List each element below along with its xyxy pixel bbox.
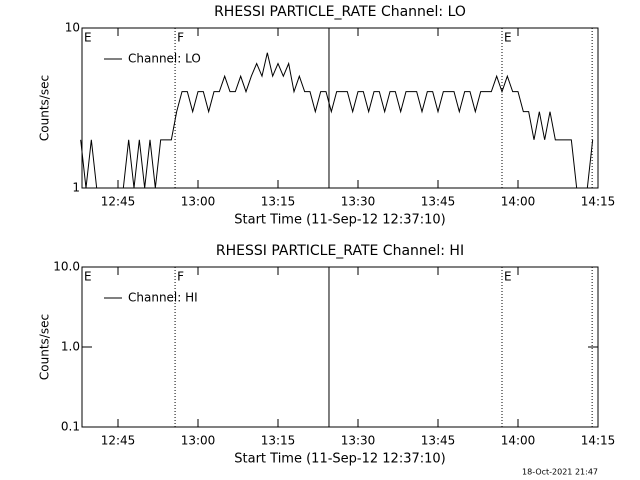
x-tick-label: 13:00 <box>181 434 216 448</box>
x-tick-label: 13:45 <box>421 195 456 209</box>
x-tick-label: 13:30 <box>341 195 376 209</box>
y-tick-label: 10 <box>65 21 80 35</box>
x-tick-label: 14:15 <box>581 434 616 448</box>
y-axis-label: Counts/sec <box>38 75 52 141</box>
y-tick-label: 1.0 <box>61 340 80 354</box>
event-label: E <box>504 270 512 284</box>
event-label: E <box>504 31 512 45</box>
x-axis-label: Start Time (11-Sep-12 12:37:10) <box>234 213 445 228</box>
x-tick-label: 12:45 <box>101 434 136 448</box>
x-tick-label: 14:00 <box>501 434 536 448</box>
x-tick-label: 14:15 <box>581 195 616 209</box>
x-tick-label: 13:15 <box>261 434 296 448</box>
legend-label: Channel: LO <box>128 52 201 66</box>
data-line <box>80 52 594 189</box>
y-tick-label: 10.0 <box>53 260 80 274</box>
x-tick-label: 13:30 <box>341 434 376 448</box>
timestamp: 18-Oct-2021 21:47 <box>522 468 598 477</box>
event-label: F <box>177 31 184 45</box>
x-tick-label: 14:00 <box>501 195 536 209</box>
event-label: E <box>84 270 92 284</box>
x-tick-label: 12:45 <box>101 195 136 209</box>
y-tick-label: 1 <box>72 181 80 195</box>
y-axis-label: Counts/sec <box>38 314 52 380</box>
y-tick-label: 0.1 <box>61 420 80 434</box>
event-label: E <box>84 31 92 45</box>
chart-title: RHESSI PARTICLE_RATE Channel: LO <box>214 4 466 20</box>
event-label: F <box>177 270 184 284</box>
x-tick-label: 13:15 <box>261 195 296 209</box>
x-tick-label: 13:00 <box>181 195 216 209</box>
legend-label: Channel: HI <box>128 291 198 305</box>
x-tick-label: 13:45 <box>421 434 456 448</box>
plot-frame <box>81 27 599 189</box>
x-axis-label: Start Time (11-Sep-12 12:37:10) <box>234 452 445 467</box>
chart-title: RHESSI PARTICLE_RATE Channel: HI <box>216 243 464 259</box>
